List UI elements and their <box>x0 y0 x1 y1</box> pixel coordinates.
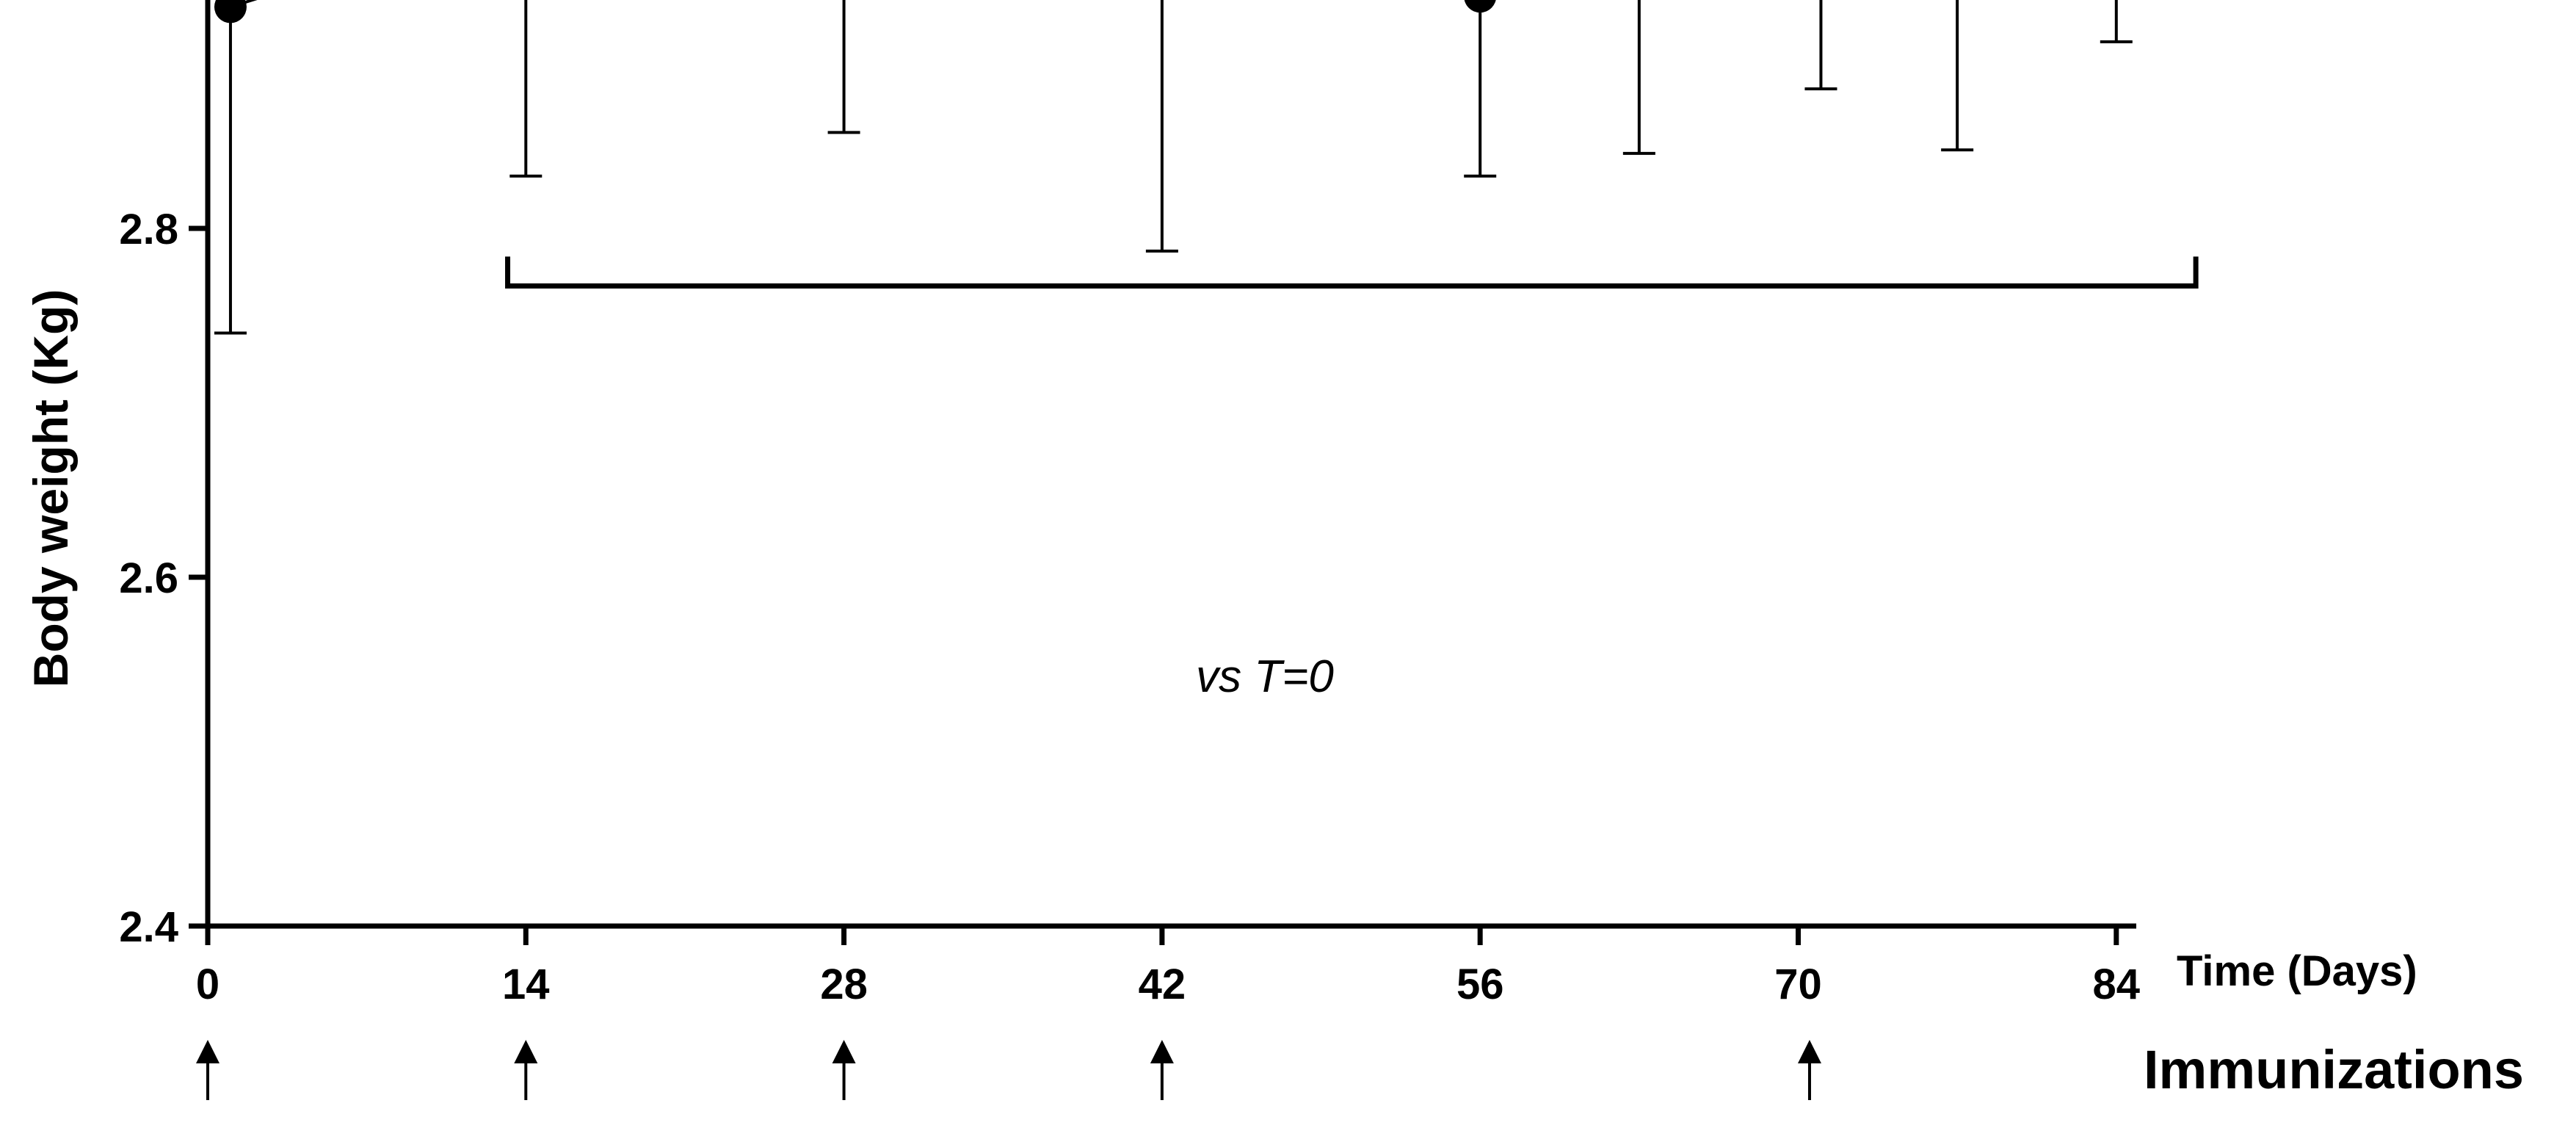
comparison-bracket <box>505 256 2199 289</box>
error-bars <box>214 0 2133 335</box>
comparison-label: vs T=0 <box>1196 651 1334 702</box>
y-tick-label: 2.8 <box>119 206 178 253</box>
x-tick-label: 42 <box>1139 961 1186 1008</box>
immunizations-label: Immunizations <box>2144 1039 2524 1100</box>
x-axis: 0 14 28 42 56 70 84 <box>196 923 2140 1008</box>
x-tick-label: 28 <box>820 961 868 1008</box>
x-tick-label: 84 <box>2093 961 2141 1008</box>
data-point <box>1464 0 1496 13</box>
immunization-arrow-head <box>832 1040 856 1063</box>
data-points <box>214 0 1496 24</box>
comparison-bracket-line <box>505 256 2199 289</box>
series-line <box>230 0 258 9</box>
y-axis: 2.42.62.83.03.23.4 <box>119 0 211 951</box>
immunization-arrows <box>196 1040 1821 1100</box>
immunization-arrow-head <box>1150 1040 1174 1063</box>
y-tick-label: 2.6 <box>119 554 178 602</box>
immunization-arrow-head <box>1797 1040 1821 1063</box>
y-ticks: 2.42.62.83.03.23.4 <box>119 206 208 951</box>
data-point <box>214 0 247 24</box>
x-tick-label: 56 <box>1456 961 1504 1008</box>
immunization-arrow-head <box>196 1040 219 1063</box>
x-axis-title: Time (Days) <box>2177 947 2417 995</box>
x-ticks: 0 14 28 42 56 70 84 <box>196 926 2140 1008</box>
y-axis-title: Body weight (Kg) <box>23 289 78 688</box>
x-tick-label: 14 <box>502 961 550 1008</box>
x-tick-label: 0 <box>196 961 219 1008</box>
x-tick-label: 70 <box>1774 961 1822 1008</box>
immunization-arrow-head <box>514 1040 538 1063</box>
y-tick-label: 2.4 <box>119 903 178 951</box>
